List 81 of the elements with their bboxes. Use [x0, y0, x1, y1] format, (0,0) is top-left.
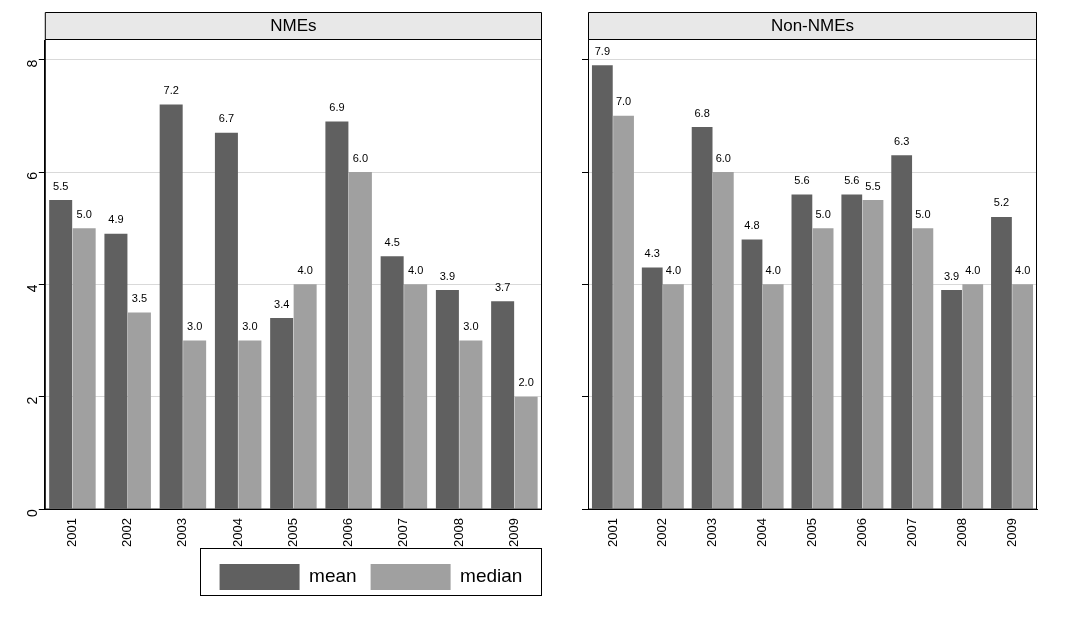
x-tick-label: 2004: [754, 518, 770, 547]
y-tick-label: 0: [23, 508, 40, 517]
legend-label: median: [460, 565, 523, 587]
bar: [791, 194, 813, 509]
bar: [591, 65, 613, 509]
x-tick-label: 2003: [174, 518, 190, 547]
x-tick-label: 2009: [1003, 518, 1019, 547]
x-tick-label: 2008: [450, 518, 466, 547]
data-label: 4.9: [108, 213, 124, 226]
x-tick-label: 2001: [64, 518, 79, 547]
x-tick-label: 2002: [654, 518, 670, 547]
x-tick-label: 2002: [119, 518, 135, 547]
x-tick-label: 2004: [229, 518, 245, 547]
data-label: 6.9: [329, 100, 345, 113]
data-label: 3.9: [439, 269, 456, 282]
data-label: 5.0: [915, 207, 931, 220]
data-label: 5.0: [815, 207, 831, 220]
x-tick-label: 2007: [903, 518, 919, 547]
data-label: 6.7: [218, 112, 235, 125]
data-label: 7.9: [594, 44, 610, 57]
bar: [962, 284, 984, 509]
data-label: 4.3: [644, 247, 660, 260]
bar: [912, 228, 934, 509]
bar: [762, 284, 784, 509]
bar: [641, 267, 663, 509]
data-label: 6.0: [715, 151, 731, 164]
data-label: 4.0: [297, 263, 313, 276]
data-label: 4.0: [1015, 263, 1031, 276]
x-tick-label: 2006: [853, 518, 869, 547]
bar: [741, 239, 763, 509]
data-label: 6.8: [694, 106, 710, 119]
bar: [891, 155, 913, 509]
y-tick-label: 8: [23, 59, 40, 68]
data-label: 5.0: [76, 207, 92, 220]
data-label: 5.5: [865, 179, 881, 192]
chart-title: NMEs: [270, 15, 317, 35]
x-tick-label: 2005: [284, 518, 300, 547]
data-label: 4.5: [384, 235, 400, 248]
x-tick-label: 2009: [505, 518, 521, 547]
x-tick-label: 2006: [340, 518, 356, 547]
bar: [663, 284, 684, 509]
y-tick-label: 6: [23, 171, 40, 180]
data-label: 4.0: [665, 263, 682, 276]
data-label: 4.8: [744, 218, 760, 231]
x-tick-label: 2001: [604, 518, 620, 547]
bar: [613, 115, 634, 509]
data-label: 5.6: [844, 174, 860, 187]
bar: [1012, 284, 1034, 509]
data-label: 3.7: [494, 280, 511, 293]
bar: [862, 200, 884, 509]
chart-title: Non-NMEs: [770, 15, 855, 35]
bar: [941, 289, 962, 509]
data-label: 7.2: [163, 84, 179, 97]
bar: [841, 194, 863, 509]
legend-label: mean: [309, 565, 357, 587]
data-label: 2.0: [518, 376, 534, 389]
data-label: 5.5: [53, 179, 69, 192]
data-label: 3.0: [242, 320, 258, 333]
data-label: 5.6: [794, 174, 810, 187]
data-label: 3.0: [463, 320, 479, 333]
data-label: 3.5: [131, 291, 148, 304]
data-label: 6.0: [352, 151, 369, 164]
data-label: 7.0: [615, 95, 632, 108]
data-label: 5.2: [993, 196, 1010, 209]
data-label: 3.9: [943, 269, 960, 282]
x-tick-label: 2005: [804, 518, 820, 547]
bar: [691, 127, 713, 509]
data-label: 4.0: [765, 263, 781, 276]
x-tick-label: 2007: [395, 518, 411, 547]
y-tick-label: 2: [23, 396, 40, 405]
data-label: 3.4: [274, 297, 290, 310]
bar: [712, 172, 734, 509]
y-tick-label: 4: [23, 284, 40, 293]
data-label: 4.0: [965, 263, 981, 276]
bar: [991, 216, 1012, 509]
data-label: 3.0: [187, 320, 203, 333]
data-label: 6.3: [894, 134, 910, 147]
x-tick-label: 2008: [953, 518, 969, 547]
data-label: 4.0: [407, 263, 424, 276]
bar: [812, 228, 834, 509]
x-tick-label: 2003: [704, 518, 720, 547]
